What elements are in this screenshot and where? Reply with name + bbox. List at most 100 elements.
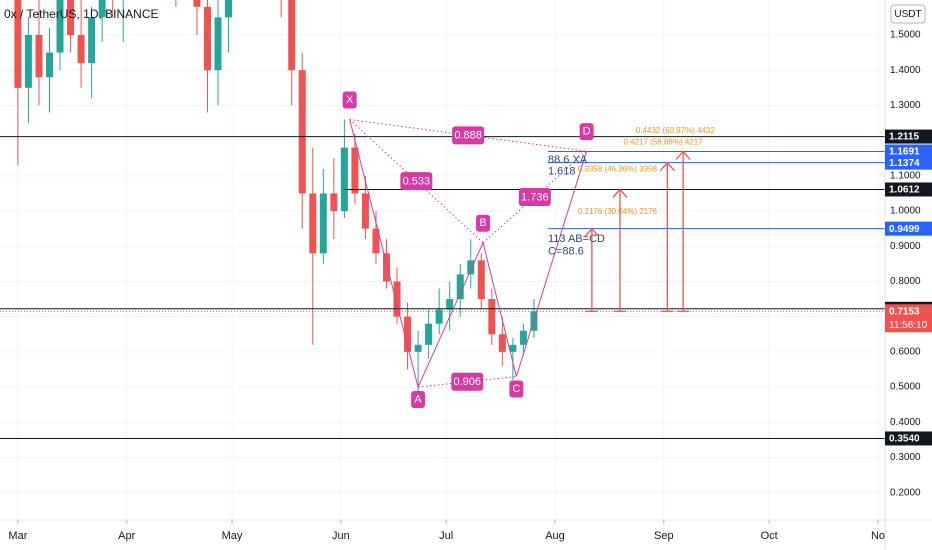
level-price-badge	[885, 431, 932, 446]
point-label: D	[583, 126, 591, 138]
candle-body	[383, 253, 391, 282]
level-price-badge	[885, 182, 932, 197]
measure-head	[584, 227, 600, 238]
ratio-badge	[452, 126, 485, 145]
candle-body	[340, 147, 348, 212]
point-badge	[579, 123, 594, 141]
x-tick-label: Oct	[761, 530, 778, 542]
candle-body	[309, 193, 317, 254]
y-tick-label: 0.9000	[890, 241, 921, 252]
point-badge	[411, 391, 426, 409]
currency-badge[interactable]	[890, 4, 926, 24]
candle-body	[35, 34, 43, 78]
candle-body	[393, 281, 401, 317]
y-tick-label: 1.5000	[890, 30, 921, 41]
y-tick-label: 1.0000	[890, 206, 921, 217]
annotation: 113 AB=CD	[548, 233, 605, 245]
x-tick-label: Mar	[8, 530, 27, 542]
candle-body	[298, 70, 306, 194]
measure-head	[675, 150, 691, 160]
y-tick-label: 1.3000	[890, 100, 921, 111]
measure-head	[612, 188, 628, 198]
x-tick-label: Jun	[332, 530, 350, 542]
candle-body	[498, 334, 506, 352]
candle-body	[361, 193, 369, 229]
y-tick-label: 0.3000	[890, 452, 921, 463]
y-tick-label: 0.8000	[890, 276, 921, 287]
candle-body	[214, 17, 222, 71]
point-badge	[476, 214, 491, 232]
candle-body	[319, 193, 327, 254]
candle-body	[14, 0, 22, 88]
candle-body	[435, 309, 443, 324]
candle-body	[456, 274, 464, 300]
point-badge	[342, 91, 357, 109]
candle-body	[477, 260, 485, 300]
y-tick-label: 1.1000	[890, 170, 921, 181]
candle-body	[193, 0, 201, 7]
ratio-badge	[451, 372, 484, 391]
point-label: A	[414, 393, 422, 405]
measure-head	[659, 161, 675, 172]
point-badge	[509, 380, 524, 398]
plot-area: 0.888 0.533 1.736 0.906 X A B C D 88.6 XA1.618 113…	[0, 0, 885, 439]
y-tick-label: 0.5000	[890, 382, 921, 393]
level-price-badge	[885, 155, 932, 170]
last-price-label: 0.7153	[889, 306, 920, 317]
candle-body	[67, 0, 75, 35]
point-label: B	[479, 217, 486, 229]
candle-body	[288, 0, 296, 71]
x-tick-label: May	[222, 530, 243, 542]
annotation: 0.4432 (60.97%) 4432	[636, 126, 716, 135]
y-tick-label: 0.4000	[890, 417, 921, 428]
level-price-label: 1.2115	[889, 132, 919, 143]
x-tick-label: Apr	[118, 530, 135, 542]
candle-body	[88, 17, 96, 64]
level-price-badge	[885, 144, 932, 159]
ratio-label: 0.888	[454, 130, 482, 142]
annotation: 88.6 XA	[548, 154, 588, 166]
ratio-label: 0.533	[403, 176, 431, 188]
candle-body	[45, 52, 53, 78]
ratio-label: 1.736	[521, 191, 549, 203]
candle-body	[488, 299, 496, 335]
pattern-leg	[515, 151, 588, 377]
candle-body	[509, 344, 517, 352]
candle-body	[519, 330, 527, 345]
candle-body	[24, 34, 32, 88]
last-price-badge	[885, 304, 932, 333]
candle-body	[404, 316, 412, 352]
chart-title: 0x / TetherUS, 1D, BINANCE	[4, 7, 159, 21]
pattern-leg	[349, 119, 419, 388]
level-price-label: 0.3540	[889, 434, 920, 445]
candle-body	[425, 323, 433, 345]
candle-body	[56, 0, 64, 53]
x-tick-label: Sep	[654, 530, 674, 542]
level-price-badge	[885, 221, 932, 236]
countdown: 11:56:10	[889, 320, 928, 331]
ratio-badge	[400, 172, 433, 191]
candle-body	[372, 228, 380, 254]
level-price-label: 1.1691	[889, 147, 920, 158]
annotation: 0.2176 (30.04%) 2176	[578, 207, 658, 216]
candle-body	[446, 299, 454, 310]
x-tick-label: Aug	[545, 530, 565, 542]
ratio-label: 0.906	[453, 376, 481, 388]
level-price-label: 0.9499	[889, 224, 920, 235]
grid	[0, 0, 885, 520]
level-price-label: 1.1374	[889, 158, 920, 169]
level-price-badge	[885, 129, 932, 144]
axes: 1.50001.40001.30001.20001.10001.00000.90…	[8, 30, 932, 542]
annotation: 1.618	[548, 166, 576, 178]
y-tick-label: 1.4000	[890, 65, 921, 76]
point-label: X	[346, 94, 354, 106]
candle-body	[225, 0, 233, 18]
level-price-label: 1.0612	[889, 185, 920, 196]
candle-body	[98, 0, 106, 18]
candle-body	[203, 6, 211, 71]
x-tick-label: Jul	[439, 530, 453, 542]
pattern-leg	[482, 242, 517, 377]
